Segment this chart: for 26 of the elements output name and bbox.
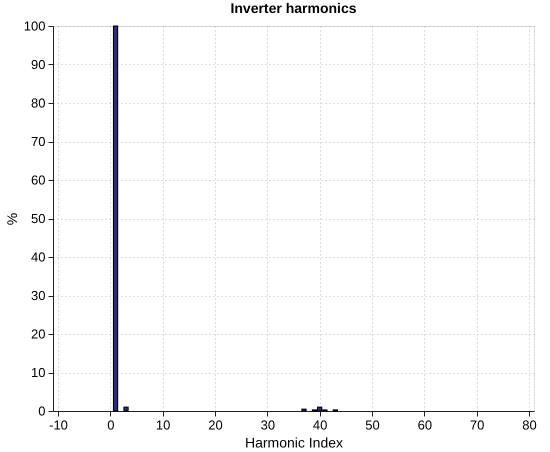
chart-title: Inverter harmonics <box>230 0 357 16</box>
bar <box>112 26 118 412</box>
y-tick-label: 90 <box>31 57 46 72</box>
y-tick-label: 40 <box>31 250 46 264</box>
x-tick-label: 0 <box>107 418 114 432</box>
y-tick-label: 80 <box>31 96 46 110</box>
x-tick-label: 10 <box>156 418 170 432</box>
y-axis-title: % <box>4 212 20 226</box>
x-tick-label: 40 <box>312 418 328 432</box>
bar <box>123 406 129 412</box>
x-tick-label: 80 <box>522 418 537 432</box>
y-tick-label: 20 <box>31 326 46 342</box>
y-tick-label: 70 <box>31 134 46 149</box>
y-tick-label: 50 <box>31 211 46 226</box>
x-tick-label: 60 <box>418 418 432 432</box>
y-tick-label: 100 <box>24 18 46 34</box>
x-tick-label: 20 <box>208 418 223 432</box>
x-tick-label: 70 <box>470 418 484 432</box>
x-tick-label: 30 <box>260 418 276 432</box>
x-tick-label: 50 <box>365 418 380 432</box>
x-axis-title: Harmonic Index <box>244 434 344 450</box>
x-tick-label: -10 <box>49 418 68 432</box>
y-tick-label: 30 <box>31 288 46 303</box>
y-tick-label: 10 <box>31 365 46 380</box>
y-tick-label: 60 <box>31 172 46 188</box>
y-tick-label: 0 <box>38 404 46 418</box>
